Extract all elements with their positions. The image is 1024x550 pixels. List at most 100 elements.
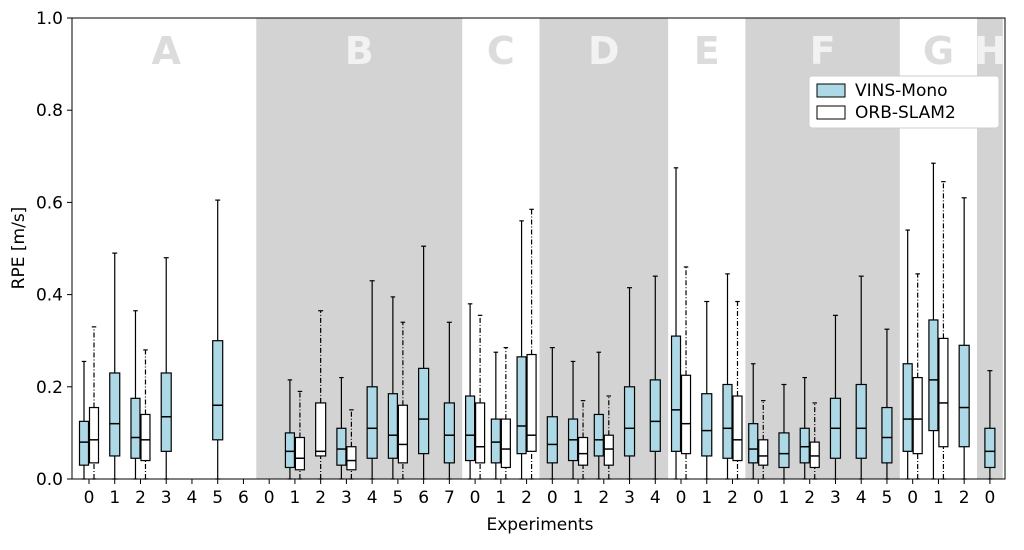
group-label: G <box>923 29 954 73</box>
group-shade <box>256 18 463 479</box>
x-tick-label: 2 <box>598 488 609 508</box>
box <box>938 337 949 448</box>
x-tick-label: 0 <box>470 488 481 508</box>
group-label: A <box>152 29 182 73</box>
x-tick-label: 4 <box>187 488 198 508</box>
box <box>475 402 486 464</box>
box <box>443 402 455 464</box>
y-axis-label: RPE [m/s] <box>9 207 29 290</box>
x-tick-label: 3 <box>161 488 172 508</box>
x-tick-label: 0 <box>264 488 275 508</box>
box <box>855 383 867 459</box>
box <box>577 436 589 466</box>
y-tick-label: 0.2 <box>36 378 63 398</box>
legend-swatch <box>816 105 846 120</box>
x-tick-label: 5 <box>212 488 223 508</box>
x-tick-label: 3 <box>341 488 352 508</box>
legend-label: ORB-SLAM2 <box>855 103 956 123</box>
marks <box>78 162 996 480</box>
y-tick-label: 1.0 <box>36 9 63 29</box>
y-tick-label: 0.6 <box>36 193 63 213</box>
box <box>799 427 810 464</box>
x-tick-label: 2 <box>959 488 970 508</box>
box <box>465 395 476 462</box>
box <box>78 420 90 466</box>
box <box>732 395 743 462</box>
x-tick-label: 1 <box>109 488 120 508</box>
box <box>809 441 820 469</box>
box <box>758 439 769 466</box>
x-tick-label: 1 <box>701 488 712 508</box>
box <box>294 436 306 471</box>
legend-label: VINS-Mono <box>855 81 948 101</box>
box <box>88 406 100 464</box>
x-tick-label: 2 <box>315 488 326 508</box>
box <box>212 340 224 441</box>
box <box>680 374 692 455</box>
box <box>958 344 970 448</box>
box <box>902 363 913 452</box>
box <box>593 413 604 457</box>
x-tick-label: 0 <box>907 488 918 508</box>
box <box>670 335 682 452</box>
x-tick-label: 7 <box>444 488 455 508</box>
x-tick-label: 1 <box>495 488 506 508</box>
box <box>748 423 759 464</box>
box <box>109 372 121 457</box>
box <box>387 393 398 459</box>
box <box>490 418 501 464</box>
box <box>984 427 996 469</box>
x-tick-label: 4 <box>856 488 867 508</box>
x-tick-label: 1 <box>779 488 790 508</box>
x-tick-label: 0 <box>984 488 995 508</box>
x-tick-label: 2 <box>135 488 146 508</box>
box <box>778 432 790 469</box>
box <box>928 319 939 432</box>
box <box>284 432 296 469</box>
group-shade <box>539 18 669 479</box>
y-tick-label: 0.0 <box>36 470 63 490</box>
x-tick-label: 2 <box>804 488 815 508</box>
x-tick-label: 0 <box>547 488 558 508</box>
box <box>140 413 151 462</box>
x-tick-label: 1 <box>573 488 584 508</box>
box <box>623 386 636 457</box>
x-tick-label: 5 <box>392 488 403 508</box>
group-label: B <box>345 29 374 73</box>
box <box>603 434 614 466</box>
box <box>397 404 408 464</box>
box <box>649 379 661 452</box>
box <box>130 397 141 459</box>
x-tick-label: 6 <box>238 488 249 508</box>
x-tick-label: 0 <box>84 488 95 508</box>
box <box>722 383 733 459</box>
x-tick-label: 2 <box>521 488 532 508</box>
x-tick-label: 4 <box>367 488 378 508</box>
group-label: D <box>588 29 620 73</box>
group-label: E <box>694 29 720 73</box>
group-label: F <box>810 29 836 73</box>
box <box>366 386 378 459</box>
plot-frame <box>71 17 1006 480</box>
group-label: C <box>487 29 515 73</box>
y-tick-label: 0.4 <box>36 286 63 306</box>
x-tick-label: 5 <box>882 488 893 508</box>
x-tick-label: 4 <box>650 488 661 508</box>
box <box>160 372 172 452</box>
x-tick-label: 2 <box>727 488 738 508</box>
legend-frame <box>808 75 1000 129</box>
y-tick-label: 0.8 <box>36 101 63 121</box>
box <box>315 402 327 457</box>
x-tick-label: 6 <box>418 488 429 508</box>
box <box>546 416 558 464</box>
x-tick-label: 1 <box>290 488 301 508</box>
box <box>418 367 430 455</box>
box <box>881 406 893 464</box>
x-tick-label: 0 <box>753 488 764 508</box>
box <box>346 446 357 471</box>
x-axis-label: Experiments <box>486 515 593 535</box>
legend-swatch <box>816 83 846 98</box>
x-tick-label: 3 <box>830 488 841 508</box>
